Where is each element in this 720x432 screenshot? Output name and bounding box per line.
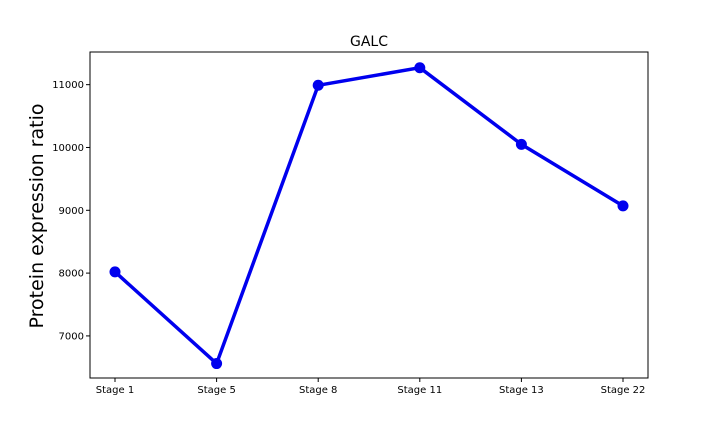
- y-tick-label: 10000: [52, 143, 84, 154]
- x-tick-label: Stage 11: [397, 385, 442, 396]
- y-tick-label: 8000: [59, 269, 84, 280]
- data-point: [312, 79, 324, 91]
- data-point: [414, 62, 426, 74]
- x-tick-label: Stage 13: [499, 385, 544, 396]
- y-tick-label: 11000: [52, 80, 84, 91]
- plot-area-frame: [89, 51, 649, 379]
- x-tick-label: Stage 5: [197, 385, 235, 396]
- x-axis: Stage 1 Stage 5 Stage 8 Stage 11 Stage 13 Sta…: [96, 378, 646, 396]
- y-tick-label: 9000: [59, 206, 84, 217]
- y-axis-label: Protein expression ratio: [26, 104, 48, 329]
- series-layer: [109, 62, 629, 370]
- series-line: [113, 65, 624, 366]
- x-tick-label: Stage 1: [96, 385, 134, 396]
- y-tick-label: 7000: [59, 331, 84, 342]
- data-point: [515, 138, 527, 150]
- x-tick-label: Stage 8: [299, 385, 337, 396]
- x-tick-label: Stage 22: [601, 385, 646, 396]
- data-point: [211, 358, 223, 370]
- chart-title: GALC: [350, 34, 388, 50]
- data-point: [617, 200, 629, 212]
- data-point: [109, 266, 121, 278]
- y-axis: 7000 8000 9000 10000 11000: [52, 80, 90, 342]
